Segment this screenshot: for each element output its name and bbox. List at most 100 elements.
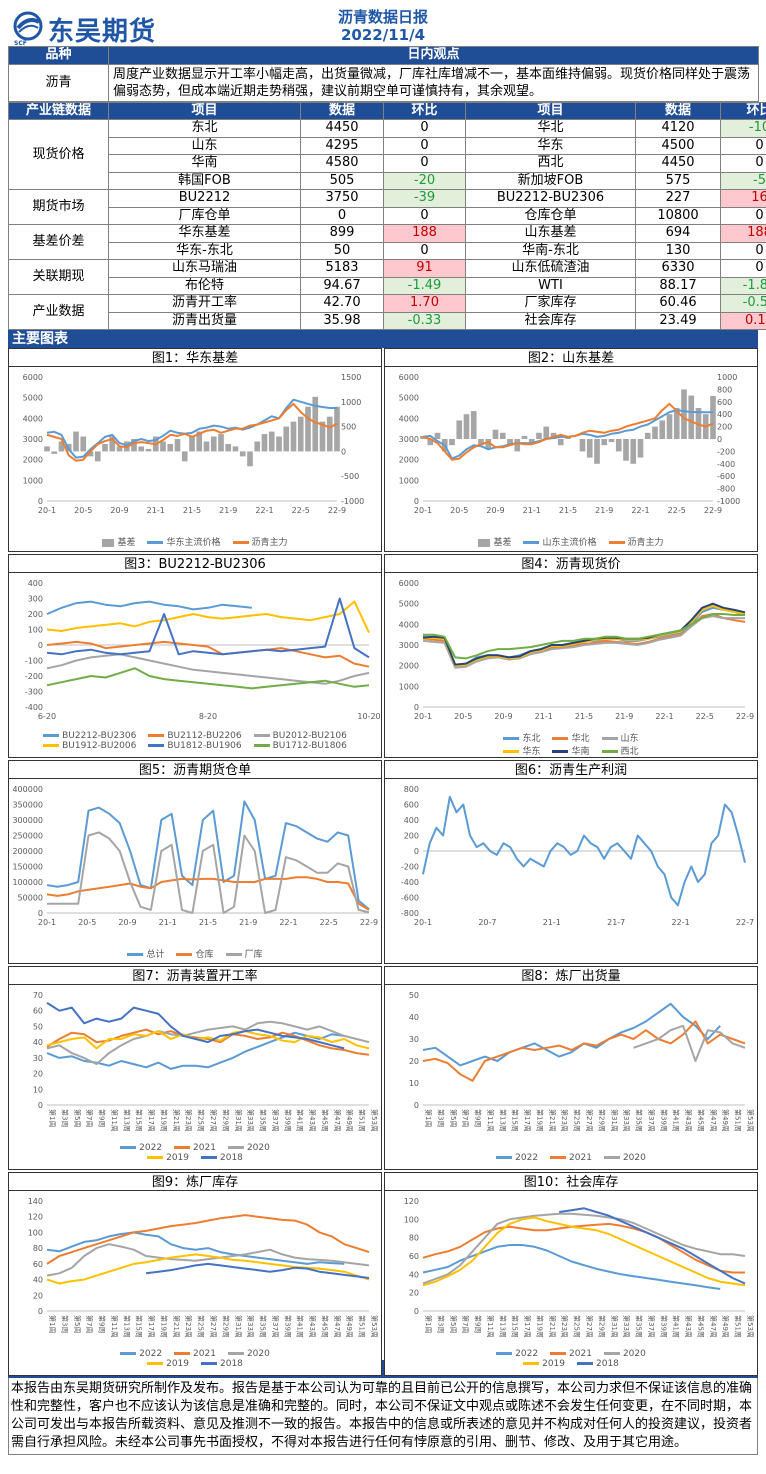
x-tick-label: 第47周 <box>709 1109 718 1132</box>
bar-mark <box>210 436 217 452</box>
y-tick-label: 600 <box>404 801 419 810</box>
legend-item: 仓库 <box>176 947 214 960</box>
legend-label: 西北 <box>620 747 639 757</box>
bar-mark <box>305 406 311 452</box>
legend-swatch <box>102 538 115 547</box>
bar-mark <box>499 432 506 439</box>
bar-mark <box>601 439 608 446</box>
cell-change-1: 0 <box>383 206 466 225</box>
legend-item: BU2012-BU2106 <box>253 731 347 741</box>
y2-tick-label: -200 <box>717 447 735 456</box>
y-tick-label: 20 <box>409 1289 419 1298</box>
view-col-view: 日内观点 <box>108 46 759 65</box>
chart-plot: -800 -600 -400 -200 0 200 400 600 800 20-1 20-7 21-… <box>401 785 754 927</box>
data-row: 关联期现 山东马瑞油 5183 91 山东低硫渣油 6330 0 <box>8 259 766 295</box>
legend-item: 2021 <box>174 1143 216 1153</box>
chart-legend: 2022 2021 2020 2019 2018 <box>9 1349 381 1369</box>
x-tick-label: 第19周 <box>535 1315 544 1338</box>
x-tick-label: 第49周 <box>345 1109 354 1132</box>
y-tick-label: 40 <box>409 1270 419 1279</box>
x-tick-label: 第51周 <box>734 1109 743 1132</box>
x-tick-label: 第17周 <box>523 1109 532 1132</box>
report-page: 东吴期货 SCF 沥青数据日报 2022/11/4 品种 日内观点 沥青 周度产… <box>8 8 766 1455</box>
cell-change-1: 188 <box>383 224 466 243</box>
legend-item: BU1712-BU1806 <box>253 741 347 751</box>
x-tick-label: 第35周 <box>635 1315 644 1338</box>
chart-legend: 东北 华北 山东 华东 华南 西北 <box>385 731 757 757</box>
x-tick-label: 22-9 <box>328 506 346 515</box>
bar-mark <box>174 439 181 452</box>
legend-swatch <box>148 734 165 737</box>
y-tick-label: 5000 <box>23 394 43 403</box>
x-tick-label: 21-7 <box>607 918 625 927</box>
cell-item-1: 华南 <box>108 154 301 173</box>
series-line <box>46 640 370 668</box>
cell-value-1: 50 <box>300 241 384 260</box>
x-tick-label: 第21周 <box>548 1109 557 1132</box>
x-tick-label: 第21周 <box>172 1315 181 1338</box>
bar-mark <box>608 439 615 443</box>
data-header-3: 环比 <box>383 101 466 120</box>
x-tick-label: 第29周 <box>221 1315 230 1338</box>
y-tick-label: -600 <box>401 894 419 903</box>
data-header-2: 数据 <box>300 101 384 120</box>
x-tick-label: 第23周 <box>560 1109 569 1132</box>
y-tick-label: 0 <box>38 1101 43 1110</box>
y-tick-label: 0 <box>38 1307 43 1316</box>
legend-item: 基差 <box>478 535 511 548</box>
y-tick-label: 100 <box>28 1228 43 1237</box>
legend-swatch <box>148 744 165 747</box>
x-tick-label: 第47周 <box>709 1315 718 1338</box>
legend-swatch <box>601 750 618 753</box>
bar-mark <box>557 439 564 446</box>
x-tick-label: 第43周 <box>308 1315 317 1338</box>
cell-change-1: 0 <box>383 136 466 155</box>
chart-plot: 0 1000 2000 3000 4000 5000 6000 -1000 -500 0 500 10… <box>23 373 365 515</box>
legend-item: 基差 <box>102 535 135 548</box>
y-tick-label: 30 <box>33 1054 43 1063</box>
bar-mark <box>543 426 550 439</box>
x-tick-label: 第21周 <box>548 1315 557 1338</box>
x-tick-label: 第25周 <box>197 1315 206 1338</box>
x-tick-label: 22-1 <box>631 506 649 515</box>
legend-label: 2022 <box>139 1349 163 1359</box>
y-tick-label: 120 <box>28 1213 43 1222</box>
legend-label: 2018 <box>220 1359 243 1369</box>
data-header-6: 环比 <box>720 101 766 120</box>
cell-value-2: 6330 <box>635 259 721 278</box>
y-tick-label: 60 <box>409 1252 419 1261</box>
x-tick-label: 第9周 <box>98 1315 107 1333</box>
bar-mark <box>456 420 463 439</box>
x-tick-label: 第37周 <box>271 1109 280 1132</box>
x-tick-label: 第53周 <box>370 1109 379 1132</box>
x-tick-label: 第45周 <box>696 1315 705 1338</box>
legend-label: 沥青主力 <box>627 538 664 548</box>
x-tick-label: 20-1 <box>38 506 56 515</box>
y-tick-label: 5000 <box>399 600 419 609</box>
x-tick-label: 第11周 <box>486 1315 495 1338</box>
y-tick-label: 0 <box>414 703 419 712</box>
x-tick-label: 21-1 <box>543 918 561 927</box>
cell-change-1: 1.70 <box>383 294 466 313</box>
bar-mark <box>247 451 253 467</box>
bar-mark <box>623 439 629 461</box>
x-tick-label: 22-1 <box>279 918 297 927</box>
legend-swatch <box>227 1352 244 1355</box>
x-tick-label: 21-9 <box>219 506 237 515</box>
legend-swatch <box>43 734 60 737</box>
cell-value-1: 4450 <box>300 119 384 138</box>
cell-value-2: 575 <box>635 171 721 190</box>
bar-mark <box>427 439 434 446</box>
y-tick-label: 30 <box>409 1035 419 1044</box>
cell-item-1: 厂库仓单 <box>108 206 301 225</box>
data-header-5: 数据 <box>635 101 721 120</box>
legend-item: 2021 <box>550 1349 592 1359</box>
bar-mark <box>218 434 224 452</box>
cell-value-2: 694 <box>635 224 721 243</box>
bar-mark <box>334 406 340 452</box>
bar-mark <box>666 414 673 439</box>
x-tick-label: 22-1 <box>655 712 673 721</box>
legend-label: BU2212-BU2306 <box>62 731 137 741</box>
